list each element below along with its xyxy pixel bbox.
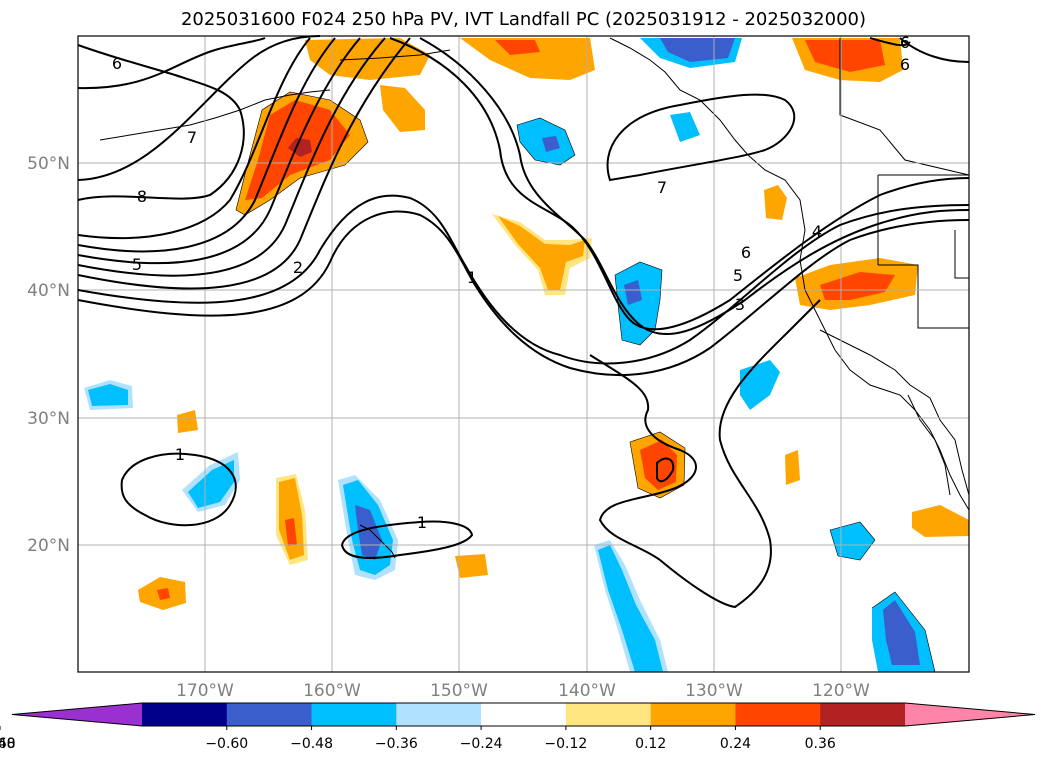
lat-label-20n: 20°N <box>27 536 70 556</box>
colorbar-tick-label: −0.36 <box>375 736 418 752</box>
negative-anomaly-blob <box>624 280 642 305</box>
pv-contours <box>77 35 970 609</box>
colorbar-segment <box>226 703 313 726</box>
contour-label: 2 <box>293 258 303 277</box>
colorbar: −0.60 −0.48 −0.36 −0.24 −0.12 0.12 0.24 0.36 0.4… <box>0 702 1036 752</box>
colorbar-tick-labels: −0.60 −0.48 −0.36 −0.24 −0.12 0.12 0.24 0.36 0.4… <box>0 726 836 752</box>
positive-anomaly-blob <box>764 185 787 220</box>
colorbar-extension-low <box>12 703 142 726</box>
contour-label: 1 <box>417 513 427 532</box>
colorbar-segments <box>11 702 1036 727</box>
colorbar-segment <box>650 703 736 726</box>
colorbar-tick-label: −0.24 <box>460 736 503 752</box>
colorbar-tick-label: −0.12 <box>544 736 587 752</box>
contour-label: 5 <box>733 266 743 285</box>
negative-anomaly-blob <box>88 384 128 406</box>
contour-label: 6 <box>900 33 910 52</box>
contour-labels: 6 6 6 7 8 5 2 1 7 6 5 4 3 1 1 <box>112 33 910 532</box>
longitude-labels: 170°W 160°W 150°W 140°W 130°W 120°W <box>176 681 870 701</box>
lat-label-40n: 40°N <box>27 281 70 301</box>
lon-label-140w: 140°W <box>558 681 616 701</box>
positive-anomaly-blob <box>455 554 488 578</box>
gridlines <box>78 36 969 672</box>
positive-anomaly-blob <box>285 518 297 546</box>
contour-label: 3 <box>735 295 745 314</box>
colorbar-segment <box>735 703 821 726</box>
colorbar-tick-label: −0.48 <box>290 736 333 752</box>
colorbar-segment <box>481 703 567 726</box>
lat-label-30n: 30°N <box>27 409 70 429</box>
lon-label-120w: 120°W <box>812 681 870 701</box>
positive-anomaly-blob <box>380 85 425 132</box>
colorbar-segment <box>311 703 397 726</box>
colorbar-outline <box>11 702 1036 727</box>
negative-anomaly-blob <box>542 136 560 152</box>
colorbar-tick-label: 0.12 <box>635 736 666 752</box>
latitude-labels: 50°N 40°N 30°N 20°N <box>27 154 70 556</box>
colorbar-tick-label: 0.24 <box>720 736 751 752</box>
negative-anomaly-blob <box>883 600 920 665</box>
colorbar-tick-label: 0.60 <box>0 736 16 752</box>
positive-anomaly-blob <box>498 216 585 290</box>
contour-label: 8 <box>137 187 147 206</box>
contour-label: 6 <box>112 54 122 73</box>
negative-anomaly-blob <box>660 38 735 62</box>
positive-anomaly-blob <box>805 40 885 72</box>
positive-anomaly-blob <box>177 410 198 433</box>
contour-label: 1 <box>467 268 477 287</box>
lon-label-160w: 160°W <box>303 681 361 701</box>
positive-anomaly-blob <box>912 505 969 537</box>
colorbar-segment <box>820 703 906 726</box>
positive-anomaly-blob <box>495 40 540 55</box>
contour-label: 6 <box>741 243 751 262</box>
negative-anomaly-blob <box>355 505 382 560</box>
negative-anomaly-blob <box>670 112 700 142</box>
negative-anomaly-blob <box>615 262 662 345</box>
colorbar-segment <box>396 703 482 726</box>
colorbar-segment <box>565 703 652 726</box>
positive-anomaly-blob <box>460 38 595 80</box>
negative-anomaly-blob <box>188 460 234 508</box>
lon-label-170w: 170°W <box>176 681 234 701</box>
lon-label-130w: 130°W <box>685 681 743 701</box>
negative-anomaly-blob <box>598 545 663 672</box>
positive-anomaly-blob <box>157 588 170 600</box>
contour-label: 7 <box>187 128 197 147</box>
lat-label-50n: 50°N <box>27 154 70 174</box>
colorbar-extension-high <box>905 703 1035 726</box>
colorbar-tick-label: 0.36 <box>805 736 836 752</box>
colorbar-tick-label: 0.48 <box>0 736 16 752</box>
colorbar-segment <box>142 703 228 726</box>
colorbar-tick-label: −0.60 <box>205 736 248 752</box>
contour-label: 4 <box>812 222 822 241</box>
lon-label-150w: 150°W <box>430 681 488 701</box>
contour-label: 6 <box>900 55 910 74</box>
contour-label: 5 <box>132 255 142 274</box>
positive-anomaly-blob <box>820 272 895 300</box>
contour-label: 7 <box>657 178 667 197</box>
map-title: 2025031600 F024 250 hPa PV, IVT Landfall… <box>180 9 867 30</box>
contour-label: 1 <box>175 445 185 464</box>
positive-anomaly-blob <box>785 450 800 485</box>
map-frame <box>77 35 970 673</box>
